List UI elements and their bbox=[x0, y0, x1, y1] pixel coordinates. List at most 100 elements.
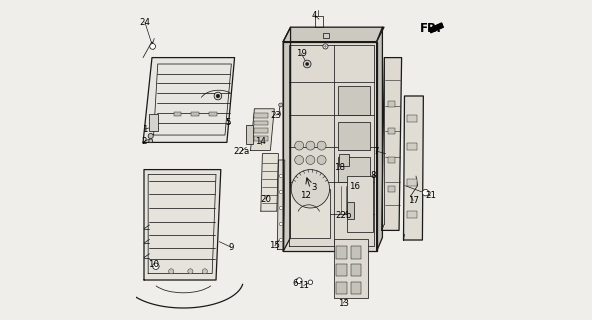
Bar bbox=[351, 246, 361, 259]
Circle shape bbox=[323, 44, 328, 49]
Bar bbox=[388, 128, 394, 134]
Circle shape bbox=[291, 170, 330, 208]
Bar bbox=[209, 112, 217, 116]
Bar bbox=[334, 239, 368, 298]
Circle shape bbox=[295, 141, 304, 150]
Polygon shape bbox=[283, 27, 291, 251]
Bar bbox=[388, 186, 394, 192]
Bar bbox=[337, 157, 369, 182]
Polygon shape bbox=[382, 58, 401, 230]
Bar bbox=[246, 125, 253, 144]
Circle shape bbox=[295, 156, 304, 164]
Bar bbox=[255, 128, 268, 133]
Bar bbox=[336, 282, 346, 294]
Text: 16: 16 bbox=[349, 182, 361, 191]
Circle shape bbox=[214, 92, 222, 100]
Polygon shape bbox=[144, 170, 221, 280]
Circle shape bbox=[306, 141, 315, 150]
Polygon shape bbox=[283, 27, 384, 42]
Text: 5: 5 bbox=[226, 118, 231, 127]
Circle shape bbox=[306, 156, 315, 164]
Polygon shape bbox=[278, 160, 285, 250]
Bar bbox=[339, 154, 349, 166]
Text: 9: 9 bbox=[228, 243, 233, 252]
Bar bbox=[255, 121, 268, 125]
Text: 22b: 22b bbox=[336, 211, 352, 220]
Circle shape bbox=[202, 269, 207, 274]
Text: 15: 15 bbox=[269, 241, 281, 250]
Bar bbox=[191, 112, 199, 116]
Bar bbox=[323, 33, 329, 38]
Circle shape bbox=[279, 238, 282, 242]
Circle shape bbox=[308, 280, 313, 284]
Bar bbox=[351, 264, 361, 276]
Circle shape bbox=[216, 94, 220, 98]
Bar bbox=[336, 246, 346, 259]
Text: 17: 17 bbox=[408, 196, 419, 205]
Bar bbox=[407, 211, 417, 218]
Circle shape bbox=[279, 174, 282, 178]
Bar bbox=[407, 179, 417, 186]
Text: 13: 13 bbox=[338, 299, 349, 308]
Bar bbox=[347, 176, 374, 232]
Circle shape bbox=[169, 269, 174, 274]
Text: 19: 19 bbox=[296, 49, 307, 58]
Bar bbox=[337, 122, 369, 150]
Text: 24: 24 bbox=[140, 18, 150, 27]
Text: 3: 3 bbox=[312, 183, 317, 192]
Text: 7: 7 bbox=[373, 147, 379, 156]
Circle shape bbox=[324, 45, 326, 47]
Text: 21: 21 bbox=[425, 191, 436, 200]
Bar bbox=[388, 101, 394, 107]
Circle shape bbox=[279, 103, 282, 107]
Bar bbox=[347, 202, 354, 219]
Circle shape bbox=[279, 190, 282, 194]
Polygon shape bbox=[283, 42, 377, 251]
Circle shape bbox=[149, 139, 153, 143]
Circle shape bbox=[305, 62, 309, 66]
Text: 23: 23 bbox=[271, 111, 281, 120]
Circle shape bbox=[423, 189, 429, 196]
Bar bbox=[174, 112, 181, 116]
Polygon shape bbox=[261, 154, 278, 211]
Circle shape bbox=[153, 263, 159, 269]
Polygon shape bbox=[429, 23, 443, 33]
Bar bbox=[388, 157, 394, 163]
Circle shape bbox=[279, 206, 282, 210]
Text: 12: 12 bbox=[300, 191, 311, 200]
Bar bbox=[289, 189, 330, 238]
Bar bbox=[407, 143, 417, 150]
Bar bbox=[255, 113, 268, 118]
Circle shape bbox=[279, 222, 282, 226]
Polygon shape bbox=[404, 96, 423, 240]
Bar bbox=[407, 115, 417, 122]
Text: 22a: 22a bbox=[233, 147, 250, 156]
Circle shape bbox=[188, 269, 193, 274]
Text: 4: 4 bbox=[312, 11, 317, 20]
Text: 10: 10 bbox=[148, 260, 159, 269]
Circle shape bbox=[303, 60, 311, 68]
Polygon shape bbox=[377, 27, 382, 251]
Circle shape bbox=[148, 133, 153, 139]
Circle shape bbox=[317, 156, 326, 164]
Text: 18: 18 bbox=[334, 163, 345, 172]
Bar bbox=[149, 114, 157, 131]
Text: 8: 8 bbox=[371, 171, 376, 180]
Circle shape bbox=[297, 278, 302, 284]
Polygon shape bbox=[250, 109, 274, 150]
Bar bbox=[255, 136, 268, 141]
Bar bbox=[314, 16, 323, 27]
Circle shape bbox=[150, 44, 156, 49]
Text: 11: 11 bbox=[298, 281, 309, 290]
Text: 6: 6 bbox=[292, 279, 298, 288]
Text: 14: 14 bbox=[255, 137, 266, 146]
Text: 1: 1 bbox=[141, 125, 147, 134]
Bar bbox=[336, 264, 346, 276]
Bar bbox=[337, 86, 369, 115]
Circle shape bbox=[317, 141, 326, 150]
Polygon shape bbox=[143, 58, 234, 142]
Text: 20: 20 bbox=[260, 195, 271, 204]
Bar bbox=[351, 282, 361, 294]
Text: 2: 2 bbox=[141, 137, 147, 146]
Text: FR.: FR. bbox=[420, 22, 442, 35]
